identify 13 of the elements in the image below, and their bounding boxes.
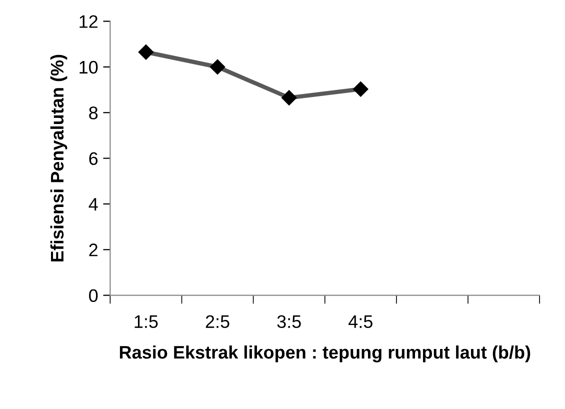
y-tick-label: 10 <box>80 60 98 74</box>
x-tick-label: 1:5 <box>134 315 158 328</box>
y-tick-label: 6 <box>89 152 98 166</box>
x-tick-label: 3:5 <box>277 315 301 328</box>
x-axis-title: Rasio Ekstrak likopen : tepung rumput laut (b/b) <box>120 345 530 362</box>
x-tick-label: 2:5 <box>206 315 230 328</box>
y-tick-label: 8 <box>89 106 98 120</box>
y-axis-title: Efisiensi Penyalutan (%) <box>50 54 68 262</box>
y-tick-label: 0 <box>89 289 98 302</box>
y-tick-label: 2 <box>89 244 98 256</box>
x-tick-label: 4:5 <box>348 315 372 328</box>
y-tick-label: 12 <box>80 15 98 28</box>
y-tick-label: 4 <box>88 198 98 210</box>
